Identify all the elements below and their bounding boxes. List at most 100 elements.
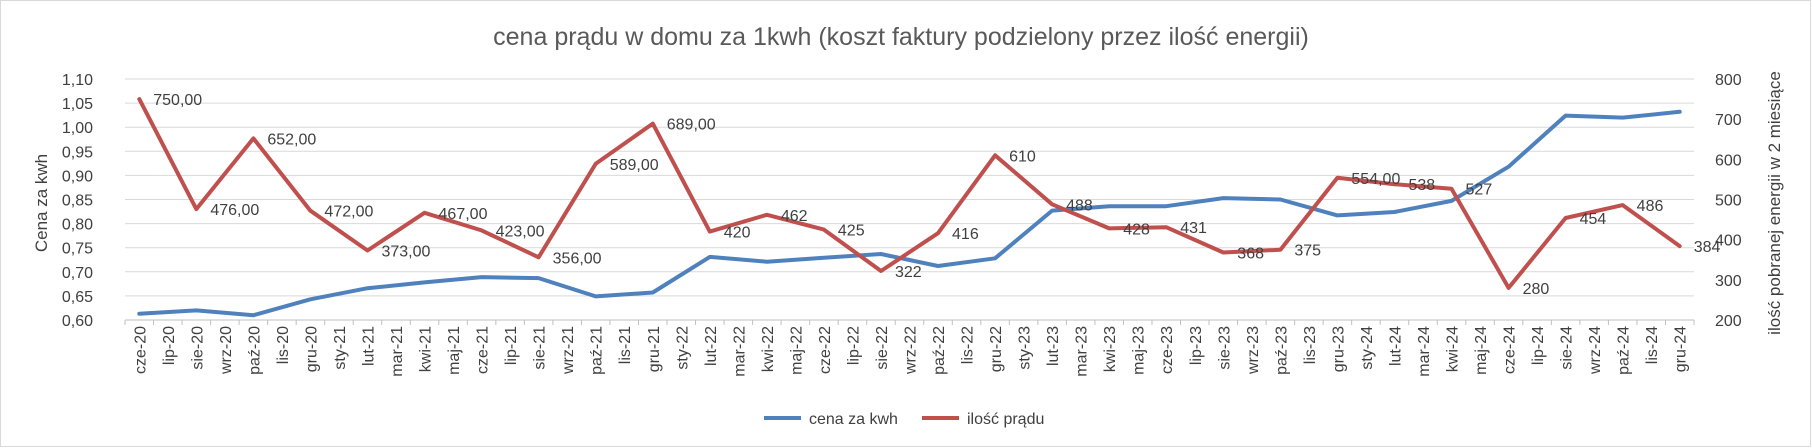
x-tick-label: paź-23 <box>1273 326 1290 375</box>
data-point <box>195 309 198 312</box>
data-point <box>594 162 597 165</box>
x-tick-label: lut-21 <box>360 326 377 366</box>
x-tick-label: maj-23 <box>1131 326 1148 375</box>
data-point <box>1678 110 1681 113</box>
x-tick-label: kwi-22 <box>760 326 777 372</box>
data-label: 610 <box>1009 148 1036 165</box>
x-tick-label: sty-24 <box>1359 326 1376 370</box>
data-label: 488 <box>1066 197 1093 214</box>
data-point <box>1393 211 1396 214</box>
y2-axis-title: ilość pobranej energii w 2 miesiące <box>1765 71 1784 335</box>
data-point <box>537 256 540 259</box>
data-point <box>879 252 882 255</box>
data-label: 375 <box>1294 243 1321 260</box>
data-label: 428 <box>1123 221 1150 238</box>
x-tick-label: cze-20 <box>132 326 149 374</box>
y-axis-title: Cena za kwh <box>32 154 51 252</box>
y-tick-label: 1,10 <box>62 72 93 89</box>
y2-tick-label: 700 <box>1715 112 1742 129</box>
data-label: 454 <box>1580 211 1607 228</box>
data-point <box>1279 248 1282 251</box>
x-tick-label: sie-20 <box>189 326 206 370</box>
chart-title: cena prądu w domu za 1kwh (koszt faktury… <box>493 23 1309 51</box>
series-line-ilosc <box>137 97 1682 290</box>
x-tick-label: sie-23 <box>1216 326 1233 370</box>
data-point <box>138 98 141 101</box>
x-tick-label: wrz-20 <box>218 326 235 375</box>
x-tick-label: lis-20 <box>275 326 292 364</box>
data-label: 431 <box>1180 220 1207 237</box>
data-point <box>309 298 312 301</box>
data-label: 356,00 <box>553 250 602 267</box>
data-label: 373,00 <box>381 244 430 261</box>
data-point <box>1621 116 1624 119</box>
legend-label-cena: cena za kwh <box>809 411 898 428</box>
x-tick-label: kwi-24 <box>1445 326 1462 372</box>
y-tick-label: 0,85 <box>62 193 93 210</box>
y-axis-right: 200 300 400 500 600 700 800 <box>1715 72 1742 330</box>
data-point <box>594 295 597 298</box>
x-tick-label: mar-21 <box>389 326 406 377</box>
data-point <box>1564 216 1567 219</box>
data-label: 462 <box>781 208 808 225</box>
data-point <box>195 208 198 211</box>
x-tick-label: paź-21 <box>589 326 606 375</box>
y-tick-label: 0,95 <box>62 144 93 161</box>
data-label: 689,00 <box>667 117 716 134</box>
data-label: 322 <box>895 264 922 281</box>
x-tick-label: maj-24 <box>1473 326 1490 375</box>
data-point <box>423 211 426 214</box>
data-point <box>537 277 540 280</box>
data-point <box>994 257 997 260</box>
x-tick-label: paź-22 <box>931 326 948 375</box>
data-label: 527 <box>1466 182 1493 199</box>
data-label: 472,00 <box>324 204 373 221</box>
data-label: 486 <box>1637 198 1664 215</box>
y-tick-label: 0,70 <box>62 265 93 282</box>
x-tick-label: paź-20 <box>246 326 263 375</box>
x-tick-label: wrz-23 <box>1245 326 1262 375</box>
data-label: 652,00 <box>267 131 316 148</box>
data-label: 467,00 <box>439 206 488 223</box>
data-point <box>366 249 369 252</box>
data-point <box>1621 204 1624 207</box>
data-point <box>1336 176 1339 179</box>
x-tick-label: paź-24 <box>1616 326 1633 375</box>
x-tick-label: lut-22 <box>703 326 720 366</box>
data-point <box>879 269 882 272</box>
x-tick-label: mar-24 <box>1416 326 1433 377</box>
y-tick-label: 1,00 <box>62 120 93 137</box>
x-tick-label: maj-22 <box>788 326 805 375</box>
x-tick-label: cze-22 <box>817 326 834 374</box>
data-label: 750,00 <box>153 92 202 109</box>
data-label: 538 <box>1408 177 1435 194</box>
y2-tick-label: 600 <box>1715 152 1742 169</box>
x-tick-label: lis-24 <box>1644 326 1661 364</box>
data-label: 416 <box>952 226 979 243</box>
y-axis-left: 0,60 0,65 0,70 0,75 0,80 0,85 0,90 0,95 1,00 1,05… <box>62 72 93 330</box>
series-line-cena <box>137 109 1682 318</box>
data-point <box>651 122 654 125</box>
x-tick-label: kwi-23 <box>1102 326 1119 372</box>
data-point <box>822 228 825 231</box>
data-point <box>1678 245 1681 248</box>
y2-tick-label: 300 <box>1715 273 1742 290</box>
x-tick-label: kwi-21 <box>418 326 435 372</box>
y2-tick-label: 400 <box>1715 233 1742 250</box>
data-point <box>138 312 141 315</box>
x-tick-label: sie-22 <box>874 326 891 370</box>
x-tick-label: lut-24 <box>1387 326 1404 366</box>
data-point <box>937 265 940 268</box>
y-tick-label: 1,05 <box>62 96 93 113</box>
x-tick-label: cze-24 <box>1502 326 1519 374</box>
x-tick-label: cze-23 <box>1159 326 1176 374</box>
data-label: 423,00 <box>496 223 545 240</box>
x-tick-label: sie-24 <box>1559 326 1576 370</box>
data-point <box>1108 227 1111 230</box>
x-tick-label: wrz-22 <box>903 326 920 375</box>
x-axis: cze-20 lip-20 sie-20 wrz-20 paź-20 lis-20 gru-… <box>124 320 1695 377</box>
legend-label-ilosc: ilość prądu <box>967 411 1044 428</box>
y-tick-label: 0,75 <box>62 241 93 258</box>
data-point <box>765 213 768 216</box>
